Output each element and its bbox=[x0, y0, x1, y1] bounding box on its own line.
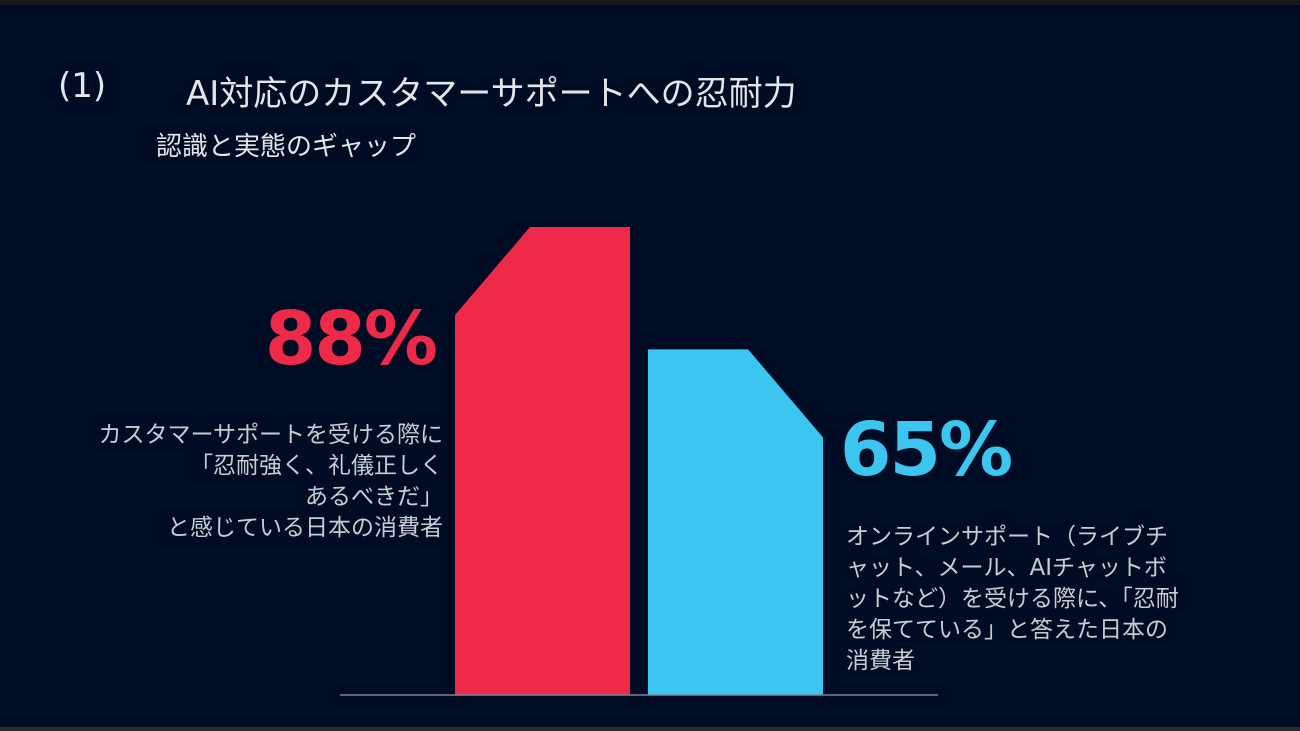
bar-1-description-line: あるべきだ」 bbox=[305, 484, 443, 510]
window-bottom-border bbox=[0, 727, 1300, 731]
title-text: AI対応のカスタマーサポートへの忍耐力 bbox=[186, 74, 797, 114]
bar-2 bbox=[648, 349, 823, 695]
bar-1 bbox=[455, 227, 630, 695]
data-label-2: 65% bbox=[840, 407, 1013, 493]
slide-subtitle: 認識と実態のギャップ bbox=[156, 132, 417, 162]
bar-1-description-line: と感じている日本の消費者 bbox=[167, 515, 443, 541]
bar-1-description: カスタマーサポートを受ける際に 「忍耐強く、礼儀正しく あるべきだ」 と感じてい… bbox=[63, 420, 443, 544]
bar-2-description: オンラインサポート（ライブチャット、メール、AIチャットボットなど）を受ける際に… bbox=[846, 524, 1179, 674]
data-label-1: 88% bbox=[264, 296, 438, 382]
window-top-border bbox=[0, 0, 1300, 5]
bar-1-description-line: 「忍耐強く、礼儀正しく bbox=[190, 453, 443, 479]
bar-1-description-line: カスタマーサポートを受ける際に bbox=[98, 422, 443, 448]
title-number: (1) bbox=[58, 66, 107, 106]
